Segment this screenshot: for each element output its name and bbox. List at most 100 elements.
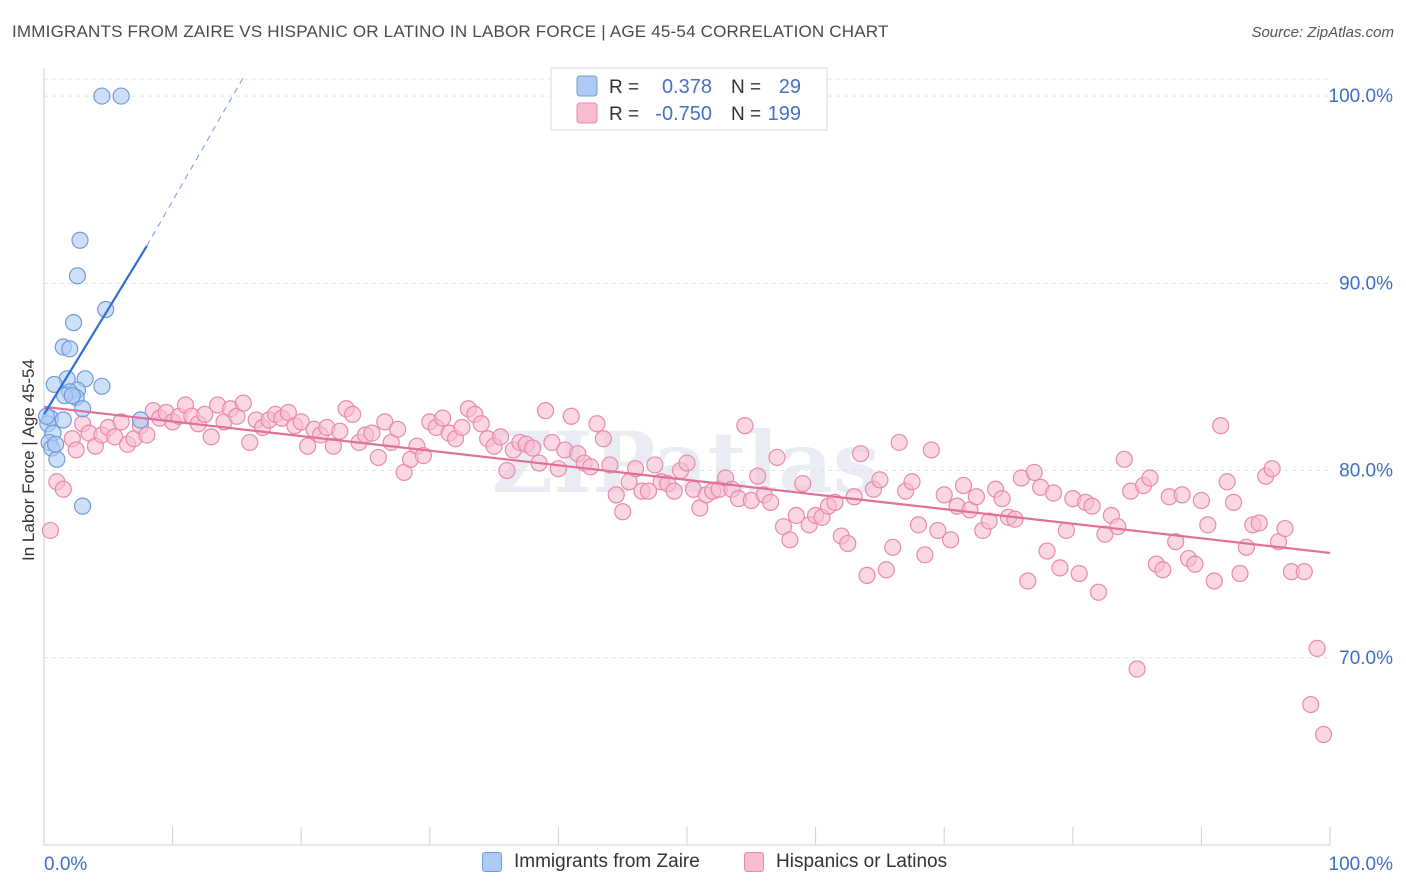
point-hispanic-194 [1295,563,1313,581]
stats-r-value-1: -0.750 [655,103,712,125]
trend-line-zaire-extension [146,77,244,247]
point-hispanic-197 [1314,725,1333,744]
point-hispanic-190 [1263,460,1281,478]
point-hispanic-85 [588,415,606,433]
y-tick-labels: 70.0% 80.0% 90.0% 100.0% [1329,86,1394,669]
point-hispanic-129 [871,471,889,489]
point-zaire-2 [71,231,89,249]
point-hispanic-89 [614,503,632,521]
point-hispanic-138 [929,521,947,540]
point-hispanic-10 [106,428,124,446]
legend-label-hispanic: Hispanics or Latinos [776,851,948,872]
point-hispanic-70 [491,428,510,446]
point-hispanic-39 [292,413,310,431]
point-hispanic-156 [1044,484,1063,502]
legend-item-zaire: Immigrants from Zaire [482,851,700,873]
chart-title: IMMIGRANTS FROM ZAIRE VS HISPANIC OR LAT… [12,22,889,41]
point-hispanic-0 [41,521,60,540]
point-hispanic-131 [884,538,902,556]
point-hispanic-158 [1057,521,1075,540]
point-hispanic-125 [845,488,863,506]
point-hispanic-31 [241,433,259,452]
point-hispanic-93 [639,482,658,500]
stats-r-label-1: R = [609,104,639,125]
legend-item-hispanic: Hispanics or Latinos [744,851,947,873]
point-hispanic-94 [646,456,664,474]
point-zaire-0 [93,87,111,105]
point-zaire-5 [64,314,83,332]
point-hispanic-155 [1038,542,1056,560]
point-hispanic-184 [1224,493,1243,511]
point-hispanic-185 [1231,564,1249,583]
stats-n-label-0: N = [731,77,761,98]
point-hispanic-180 [1199,516,1217,534]
legend-label-zaire: Immigrants from Zaire [514,851,700,872]
x-tick-label-0: 0.0% [44,854,87,875]
point-hispanic-139 [935,486,953,504]
point-zaire-12 [93,377,111,395]
point-hispanic-79 [549,460,568,478]
point-hispanic-88 [607,486,625,504]
point-hispanic-87 [601,456,619,474]
point-hispanic-171 [1141,469,1159,487]
stats-r-value-0: 0.378 [662,76,712,98]
point-hispanic-58 [414,446,432,465]
trend-line-zaire [43,245,148,415]
stats-n-label-1: N = [731,104,761,125]
point-hispanic-116 [787,506,805,525]
point-hispanic-4 [67,441,85,459]
point-hispanic-169 [1128,660,1146,678]
y-tick-label-2: 90.0% [1339,273,1393,294]
point-hispanic-97 [665,482,683,500]
point-hispanic-40 [299,437,317,455]
point-hispanic-113 [768,448,786,467]
trend-lines [43,77,1331,555]
legend-swatch-hispanic [744,852,764,872]
legend-swatch-zaire [482,852,502,872]
point-hispanic-160 [1070,564,1088,583]
point-hispanic-45 [331,422,349,440]
point-hispanic-117 [794,475,812,493]
point-hispanic-86 [594,430,613,448]
point-hispanic-134 [903,473,921,491]
point-hispanic-52 [376,413,394,431]
point-hispanic-44 [324,437,342,455]
point-hispanic-99 [678,454,696,472]
x-tick-label-1: 100.0% [1329,854,1394,875]
stats-swatch-0 [576,75,598,97]
point-zaire-16 [73,400,92,418]
x-tick-labels: 0.0% 100.0% [44,854,1393,875]
point-hispanic-71 [498,461,516,480]
point-hispanic-75 [524,439,542,457]
point-hispanic-183 [1218,473,1236,491]
point-hispanic-178 [1186,555,1204,573]
point-zaire-20 [131,411,150,429]
point-hispanic-188 [1250,514,1268,532]
point-hispanic-175 [1167,533,1185,551]
point-hispanic-136 [916,546,934,564]
point-hispanic-148 [993,490,1011,508]
point-hispanic-124 [839,534,857,553]
point-zaire-25 [73,497,92,515]
point-zaire-28 [63,387,81,405]
point-hispanic-166 [1109,518,1127,536]
point-hispanic-164 [1096,525,1114,543]
point-hispanic-179 [1192,491,1211,510]
point-hispanic-152 [1019,572,1037,590]
point-hispanic-196 [1308,639,1326,658]
point-hispanic-162 [1083,497,1101,515]
point-hispanic-54 [389,420,407,438]
y-tick-label-1: 80.0% [1339,461,1393,482]
point-hispanic-115 [781,531,799,549]
point-hispanic-110 [749,467,767,485]
point-hispanic-130 [877,561,895,579]
point-hispanic-144 [967,488,985,506]
point-hispanic-2 [54,480,72,498]
point-hispanic-122 [826,493,844,511]
point-hispanic-181 [1205,572,1223,590]
point-hispanic-157 [1051,559,1069,577]
point-hispanic-126 [852,445,870,463]
grid-lines [44,78,1330,659]
point-zaire-1 [112,87,130,105]
